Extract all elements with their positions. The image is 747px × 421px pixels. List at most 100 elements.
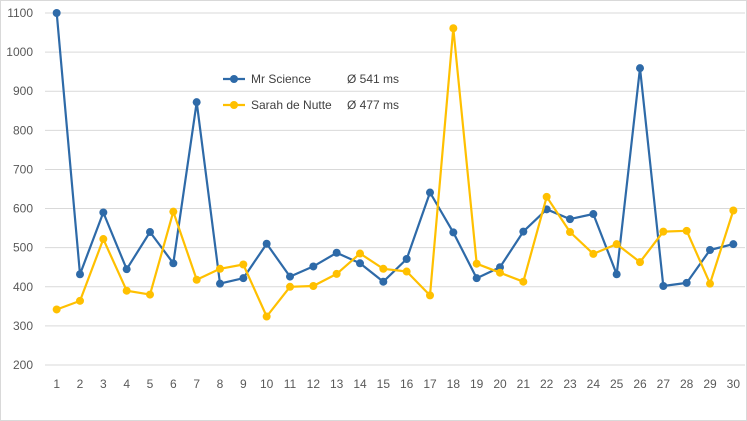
data-point-mr-science (682, 278, 691, 287)
series-mr-science (52, 9, 738, 290)
x-tick-label: 10 (260, 377, 274, 391)
series-lines (52, 9, 738, 321)
y-axis-labels: 200 300 400 500 600 700 800 900 1000 1100 (6, 6, 33, 372)
data-point-sarah-de-nutte (52, 305, 61, 314)
y-tick-label: 1100 (7, 6, 33, 20)
x-tick-label: 21 (517, 377, 531, 391)
data-point-mr-science (402, 255, 411, 264)
data-point-sarah-de-nutte (309, 281, 318, 290)
x-tick-label: 18 (447, 377, 461, 391)
x-tick-label: 19 (470, 377, 484, 391)
x-tick-label: 24 (587, 377, 601, 391)
y-tick-label: 500 (13, 241, 33, 255)
data-point-mr-science (566, 215, 574, 224)
data-point-sarah-de-nutte (472, 259, 481, 268)
data-point-mr-science (332, 248, 341, 257)
data-point-mr-science (636, 64, 644, 73)
data-point-sarah-de-nutte (542, 192, 551, 201)
series-line-sarah-de-nutte (56, 27, 735, 318)
legend: Mr Science Ø 541 ms Sarah de Nutte Ø 477… (223, 72, 399, 112)
data-point-mr-science (589, 210, 598, 219)
data-point-mr-science (76, 270, 84, 279)
data-point-sarah-de-nutte (449, 24, 458, 33)
data-point-mr-science (192, 98, 201, 107)
data-point-mr-science (286, 272, 294, 281)
x-tick-label: 17 (423, 377, 437, 391)
data-point-mr-science (706, 246, 714, 255)
data-point-mr-science (216, 279, 224, 288)
data-point-sarah-de-nutte (589, 249, 598, 258)
legend-label-mr-science: Mr Science (251, 72, 311, 86)
legend-average-mr-science: Ø 541 ms (347, 72, 399, 86)
data-point-sarah-de-nutte (402, 267, 411, 276)
y-tick-label: 800 (13, 123, 33, 137)
x-tick-label: 15 (377, 377, 391, 391)
x-tick-label: 9 (240, 377, 247, 391)
data-point-mr-science (496, 263, 504, 272)
x-tick-label: 7 (193, 377, 200, 391)
data-point-sarah-de-nutte (496, 268, 504, 277)
x-tick-label: 28 (680, 377, 694, 391)
data-point-mr-science (309, 262, 318, 271)
data-point-sarah-de-nutte (636, 258, 644, 267)
x-tick-label: 23 (563, 377, 577, 391)
legend-swatch-marker-sarah-de-nutte (230, 101, 238, 109)
data-point-mr-science (612, 270, 621, 279)
x-tick-label: 20 (493, 377, 507, 391)
x-tick-label: 29 (703, 377, 717, 391)
data-point-mr-science (379, 277, 388, 286)
data-point-mr-science (262, 239, 271, 248)
data-point-mr-science (659, 281, 668, 290)
x-tick-label: 16 (400, 377, 414, 391)
x-tick-label: 22 (540, 377, 554, 391)
x-tick-label: 13 (330, 377, 344, 391)
data-point-mr-science (729, 240, 738, 249)
x-tick-label: 8 (217, 377, 224, 391)
y-tick-label: 700 (13, 162, 33, 176)
x-tick-label: 12 (307, 377, 321, 391)
x-tick-label: 26 (633, 377, 647, 391)
x-tick-label: 5 (147, 377, 154, 391)
data-point-mr-science (169, 259, 178, 268)
series-line-mr-science (55, 12, 734, 288)
data-point-sarah-de-nutte (169, 207, 178, 216)
data-point-mr-science (426, 188, 434, 197)
x-tick-label: 4 (123, 377, 130, 391)
series-sarah-de-nutte (52, 24, 738, 321)
data-point-sarah-de-nutte (76, 296, 84, 305)
x-tick-label: 14 (353, 377, 367, 391)
data-point-mr-science (472, 274, 481, 283)
data-point-sarah-de-nutte (216, 264, 224, 273)
data-point-sarah-de-nutte (192, 275, 201, 284)
data-point-mr-science (146, 228, 154, 237)
y-tick-label: 600 (13, 202, 33, 216)
y-tick-label: 1000 (6, 45, 33, 59)
x-axis-labels: 1 2 3 4 5 6 7 8 9 10 11 12 13 14 15 16 17 18 19 20 21 22 23 24 2… (53, 377, 740, 391)
data-point-sarah-de-nutte (426, 291, 434, 300)
y-tick-label: 400 (13, 280, 33, 294)
data-point-mr-science (122, 265, 131, 274)
data-point-sarah-de-nutte (99, 235, 108, 244)
data-point-sarah-de-nutte (332, 269, 341, 278)
data-point-mr-science (52, 9, 61, 17)
x-tick-label: 2 (77, 377, 84, 391)
data-point-sarah-de-nutte (146, 290, 154, 299)
data-point-sarah-de-nutte (286, 282, 294, 291)
data-point-sarah-de-nutte (379, 264, 388, 273)
data-point-mr-science (449, 228, 458, 237)
data-point-sarah-de-nutte (262, 312, 271, 321)
legend-label-sarah-de-nutte: Sarah de Nutte (251, 98, 332, 112)
x-tick-label: 3 (100, 377, 107, 391)
data-point-sarah-de-nutte (356, 249, 364, 258)
data-point-sarah-de-nutte (566, 228, 574, 237)
x-tick-label: 27 (657, 377, 671, 391)
data-point-sarah-de-nutte (122, 286, 131, 295)
x-tick-label: 30 (727, 377, 741, 391)
data-point-mr-science (239, 274, 248, 283)
data-point-sarah-de-nutte (659, 227, 668, 236)
x-tick-label: 11 (284, 377, 297, 391)
y-tick-label: 300 (13, 319, 33, 333)
data-point-sarah-de-nutte (239, 260, 248, 269)
